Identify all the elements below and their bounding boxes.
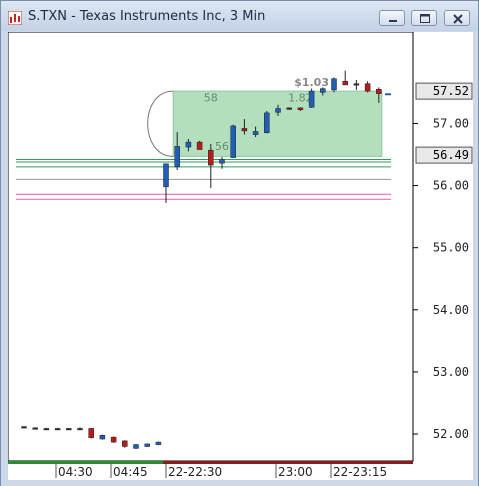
candle-body <box>364 83 371 92</box>
candle-body <box>163 163 169 188</box>
position-annotation: 58 <box>204 92 218 105</box>
candle-body <box>77 428 83 431</box>
y-tick-label: 52.00 <box>433 427 469 441</box>
candle-body <box>54 428 61 431</box>
candle-body <box>185 141 192 148</box>
x-tick-label: 04:30 <box>58 465 93 479</box>
candle-body <box>286 107 292 110</box>
candle-body <box>376 89 382 94</box>
maximize-button[interactable] <box>411 10 437 26</box>
y-tick-label: 57.00 <box>433 116 469 130</box>
candle-body <box>32 427 38 430</box>
window-title: S.TXN - Texas Instruments Inc, 3 Min <box>28 9 266 24</box>
candle-body <box>155 441 162 445</box>
position-annotation: 56 <box>215 140 229 153</box>
x-tick-label: 23:00 <box>278 465 313 479</box>
candle-body <box>122 440 128 447</box>
candle-body <box>99 435 106 440</box>
candle-body <box>320 88 326 93</box>
candle-body <box>66 428 72 431</box>
candle-body <box>110 436 117 443</box>
candle-body <box>308 90 315 108</box>
candle-body <box>230 125 236 158</box>
price-label-box <box>415 82 473 100</box>
chart-app-icon <box>7 10 23 26</box>
candle-body <box>219 159 225 164</box>
y-tick-label: 53.00 <box>433 365 469 379</box>
candle-body <box>208 149 214 166</box>
candle-body <box>331 78 337 91</box>
candle-body <box>43 428 50 431</box>
x-tick-label: 22-23:15 <box>333 465 387 479</box>
x-tick-label: 22-22:30 <box>168 465 222 479</box>
price-label-box <box>415 146 473 164</box>
title-bar[interactable]: S.TXN - Texas Instruments Inc, 3 Min <box>1 1 478 31</box>
candle-body <box>297 107 304 111</box>
minimize-icon <box>389 20 397 22</box>
position-annotation: 1.82 <box>288 92 313 105</box>
candle-body <box>133 444 139 449</box>
chart-area[interactable]: $1.03 58 1.82 56 57.00 56.00 55.00 54.00 53.00 5… <box>8 32 473 480</box>
candle-body <box>353 83 360 86</box>
candle-body <box>21 426 27 429</box>
candle-body <box>275 108 281 113</box>
y-tick-label: 55.00 <box>433 241 469 255</box>
price-chart[interactable]: $1.03 58 1.82 56 57.00 56.00 55.00 54.00 53.00 5… <box>8 32 473 480</box>
x-tick-label: 04:45 <box>113 465 148 479</box>
position-annotation: $1.03 <box>294 76 329 89</box>
candle-body <box>252 131 259 135</box>
candle-body <box>196 141 203 150</box>
maximize-icon <box>420 14 430 23</box>
close-button[interactable] <box>444 10 470 26</box>
y-tick-label: 56.00 <box>433 179 469 193</box>
price-label: 56.49 <box>433 148 469 162</box>
position-bracket <box>147 90 174 157</box>
session-bar-pre <box>8 461 163 464</box>
y-tick-label: 54.00 <box>433 303 469 317</box>
minimize-button[interactable] <box>379 10 405 26</box>
window-bottom-border <box>1 480 478 486</box>
session-bar-main <box>163 461 413 464</box>
price-label: 57.52 <box>433 84 469 98</box>
candle-body <box>174 146 180 168</box>
position-box <box>172 90 383 157</box>
candle-body <box>342 80 348 86</box>
close-icon <box>453 14 463 24</box>
candle-body <box>241 128 248 132</box>
candle-body <box>88 428 94 439</box>
candle-body <box>144 443 150 447</box>
candle-body <box>264 112 270 134</box>
